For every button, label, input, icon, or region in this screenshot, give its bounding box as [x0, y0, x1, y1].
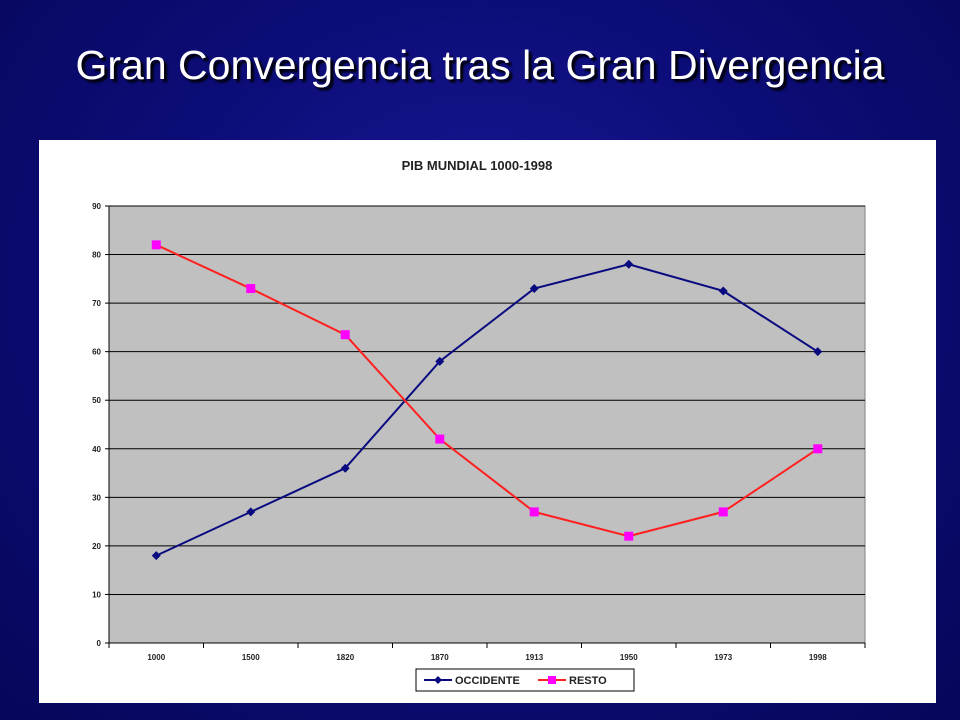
slide-title: Gran Convergencia tras la Gran Divergenc…: [75, 42, 885, 88]
data-point-occidente: [813, 347, 823, 357]
x-tick-label: 1950: [620, 653, 638, 662]
data-point-resto: [718, 507, 728, 517]
y-tick-label: 20: [92, 542, 101, 551]
legend: OCCIDENTE RESTO: [415, 668, 635, 692]
legend-box: [415, 668, 635, 692]
data-point-occidente: [340, 463, 350, 473]
y-tick-label: 10: [92, 590, 101, 599]
y-tick-label: 0: [97, 639, 102, 648]
data-point-occidente: [435, 356, 445, 366]
legend-label-occidente: OCCIDENTE: [455, 675, 520, 687]
x-tick-label: 1913: [525, 653, 543, 662]
x-tick-label: 1973: [714, 653, 732, 662]
x-tick-label: 1500: [242, 653, 260, 662]
y-tick-label: 70: [92, 299, 101, 308]
plot-area: 0 10 20 30 40 50 60 70 80 90 1000 1500 1820 1870 1913 1…: [92, 202, 866, 662]
data-point-occidente: [246, 507, 256, 517]
chart-panel: PIB MUNDIAL 1000-1998 0 10 20 30 40 50 60 70 80 9…: [39, 140, 936, 703]
chart-title: PIB MUNDIAL 1000-1998: [402, 158, 553, 173]
data-point-occidente: [718, 286, 728, 296]
series-line-occidente: [155, 263, 819, 557]
x-tick-label: 1870: [431, 653, 449, 662]
data-point-occidente: [151, 551, 161, 561]
data-point-resto: [529, 507, 539, 517]
data-point-resto: [813, 444, 823, 454]
data-point-resto: [435, 434, 445, 444]
data-point-occidente: [529, 284, 539, 294]
plot-background: [108, 205, 866, 644]
legend-marker-resto: [548, 676, 556, 684]
x-tick-label: 1998: [809, 653, 827, 662]
data-point-resto: [246, 284, 256, 294]
legend-label-resto: RESTO: [569, 675, 607, 687]
y-tick-label: 30: [92, 493, 101, 502]
x-tick-label: 1820: [336, 653, 354, 662]
line-chart: PIB MUNDIAL 1000-1998 0 10 20 30 40 50 60 70 80 9…: [92, 158, 866, 692]
y-tick-label: 40: [92, 445, 101, 454]
legend-marker-occidente: [434, 676, 442, 684]
y-tick-label: 80: [92, 251, 101, 260]
y-tick-label: 90: [92, 202, 101, 211]
data-point-occidente: [624, 259, 634, 269]
data-point-resto: [151, 240, 161, 250]
data-point-resto: [340, 330, 350, 340]
x-tick-label: 1000: [147, 653, 165, 662]
series-line-resto: [155, 243, 819, 538]
y-tick-label: 50: [92, 396, 101, 405]
y-tick-label: 60: [92, 348, 101, 357]
data-point-resto: [624, 531, 634, 541]
